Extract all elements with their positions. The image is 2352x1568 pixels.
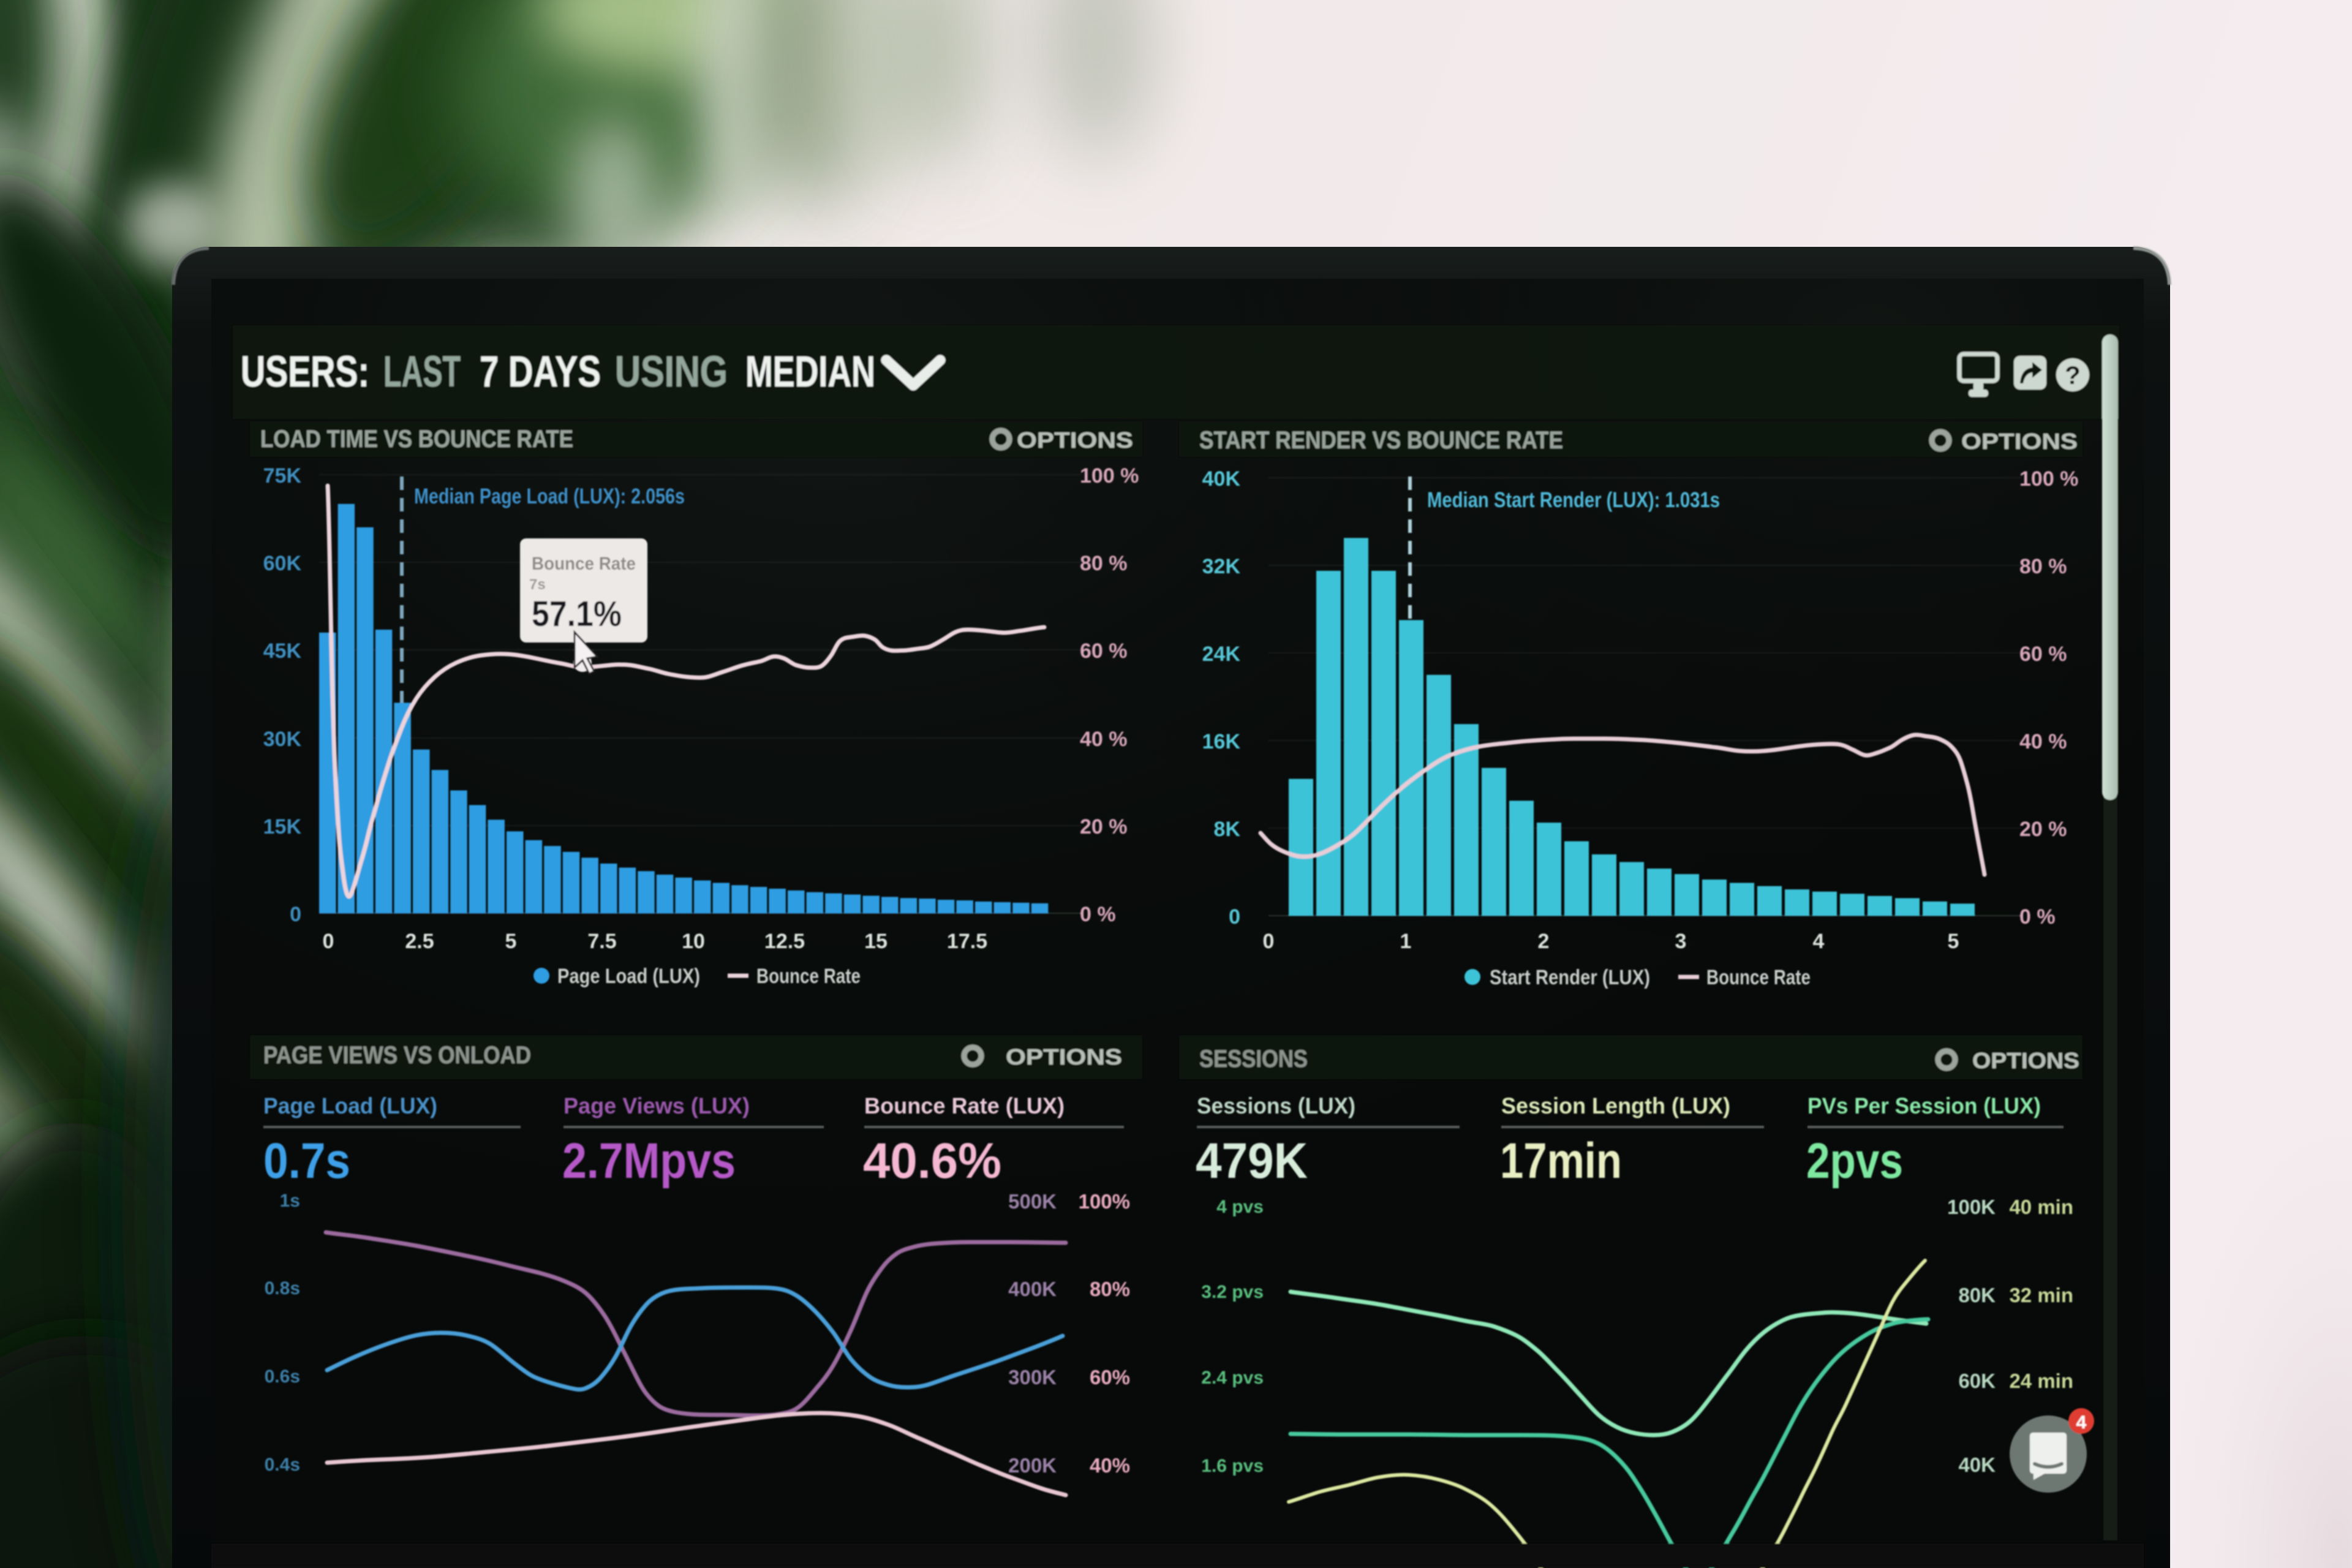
svg-text:60K: 60K [1958, 1370, 1996, 1392]
svg-text:60K: 60K [263, 552, 302, 575]
svg-text:400K: 400K [1008, 1278, 1057, 1300]
svg-text:?: ? [2065, 361, 2081, 390]
svg-text:0 %: 0 % [1080, 903, 1116, 926]
svg-text:2.5: 2.5 [405, 930, 434, 953]
svg-text:40 min: 40 min [2009, 1196, 2073, 1218]
svg-text:Bounce Rate (LUX): Bounce Rate (LUX) [864, 1093, 1065, 1118]
svg-text:0.6s: 0.6s [265, 1366, 300, 1387]
svg-text:PAGE VIEWS VS ONLOAD: PAGE VIEWS VS ONLOAD [263, 1042, 531, 1069]
svg-text:45K: 45K [263, 639, 302, 663]
svg-text:15: 15 [864, 930, 888, 953]
svg-text:2pvs: 2pvs [1806, 1133, 1903, 1189]
svg-text:Page Load (LUX): Page Load (LUX) [263, 1093, 437, 1118]
svg-text:4: 4 [1813, 930, 1825, 953]
svg-text:Start Render (LUX): Start Render (LUX) [1490, 966, 1650, 989]
svg-text:START RENDER VS BOUNCE RATE: START RENDER VS BOUNCE RATE [1199, 427, 1563, 454]
svg-text:17min: 17min [1500, 1133, 1622, 1189]
svg-text:80 %: 80 % [1080, 552, 1128, 575]
svg-text:40K: 40K [1958, 1453, 1996, 1476]
svg-text:SESSIONS: SESSIONS [1199, 1046, 1308, 1072]
svg-text:OPTIONS: OPTIONS [1961, 429, 2078, 454]
svg-text:0: 0 [1263, 930, 1275, 953]
svg-text:LOAD TIME VS BOUNCE RATE: LOAD TIME VS BOUNCE RATE [260, 426, 573, 453]
svg-text:1.6 pvs: 1.6 pvs [1201, 1456, 1264, 1476]
svg-text:Median Page Load (LUX): 2.056s: Median Page Load (LUX): 2.056s [414, 484, 685, 508]
svg-text:17.5: 17.5 [947, 930, 987, 953]
svg-text:0: 0 [1229, 905, 1240, 929]
svg-text:OPTIONS: OPTIONS [1972, 1048, 2079, 1073]
svg-text:8K: 8K [1214, 818, 1241, 841]
svg-text:Bounce Rate: Bounce Rate [1706, 966, 1811, 989]
svg-text:Page Load (LUX): Page Load (LUX) [557, 965, 700, 988]
svg-text:80%: 80% [1090, 1278, 1130, 1300]
svg-text:60%: 60% [1090, 1366, 1130, 1389]
svg-text:100%: 100% [1079, 1190, 1130, 1213]
svg-text:0: 0 [290, 903, 301, 926]
svg-text:10: 10 [682, 930, 705, 953]
svg-text:1: 1 [1400, 930, 1412, 953]
svg-text:32 min: 32 min [2009, 1284, 2073, 1306]
svg-text:80K: 80K [1958, 1284, 1996, 1306]
svg-text:3.2 pvs: 3.2 pvs [1201, 1282, 1264, 1302]
svg-text:24 min: 24 min [2009, 1370, 2073, 1392]
svg-text:2.7Mpvs: 2.7Mpvs [562, 1133, 736, 1189]
svg-text:40 %: 40 % [2019, 730, 2067, 753]
svg-text:0: 0 [323, 930, 334, 953]
svg-text:24K: 24K [1202, 643, 1241, 666]
svg-text:75K: 75K [263, 464, 302, 488]
svg-text:Page Views (LUX): Page Views (LUX) [564, 1093, 750, 1118]
svg-text:USING: USING [615, 348, 728, 396]
svg-text:100K: 100K [1947, 1196, 1996, 1218]
svg-text:USERS:: USERS: [241, 348, 369, 396]
svg-text:60 %: 60 % [1080, 639, 1128, 663]
svg-text:20 %: 20 % [2019, 818, 2067, 841]
svg-text:4 pvs: 4 pvs [1216, 1197, 1264, 1217]
svg-text:Sessions (LUX): Sessions (LUX) [1197, 1093, 1355, 1118]
svg-text:0.8s: 0.8s [265, 1278, 300, 1298]
svg-text:0 %: 0 % [2019, 905, 2056, 929]
svg-text:0.4s: 0.4s [265, 1455, 300, 1475]
svg-text:Bounce Rate: Bounce Rate [756, 965, 861, 988]
svg-text:OPTIONS: OPTIONS [1006, 1044, 1122, 1069]
svg-text:40K: 40K [1202, 467, 1241, 491]
svg-text:32K: 32K [1202, 555, 1241, 578]
svg-text:100 %: 100 % [1080, 464, 1139, 488]
svg-text:80 %: 80 % [2019, 555, 2067, 578]
svg-text:20 %: 20 % [1080, 815, 1128, 839]
svg-text:2.4 pvs: 2.4 pvs [1201, 1368, 1264, 1388]
svg-text:Median Start Render (LUX): 1.0: Median Start Render (LUX): 1.031s [1427, 488, 1720, 512]
svg-text:300K: 300K [1008, 1366, 1057, 1389]
svg-text:5: 5 [1948, 930, 1959, 953]
svg-text:1s: 1s [280, 1191, 300, 1211]
svg-text:0.7s: 0.7s [263, 1133, 350, 1189]
svg-text:Bounce Rate: Bounce Rate [532, 554, 636, 574]
svg-text:500K: 500K [1008, 1190, 1057, 1213]
svg-text:100 %: 100 % [2019, 467, 2078, 491]
svg-text:4: 4 [2076, 1412, 2087, 1433]
svg-text:MEDIAN: MEDIAN [745, 348, 875, 396]
svg-text:LAST: LAST [383, 348, 461, 396]
svg-text:40.6%: 40.6% [863, 1133, 1001, 1189]
svg-text:Session Length (LUX): Session Length (LUX) [1501, 1093, 1730, 1118]
svg-text:16K: 16K [1202, 730, 1241, 753]
svg-text:7.5: 7.5 [587, 930, 616, 953]
svg-text:57.1%: 57.1% [532, 594, 622, 634]
svg-text:200K: 200K [1008, 1454, 1057, 1477]
svg-text:7s: 7s [529, 576, 546, 593]
svg-text:15K: 15K [263, 815, 302, 839]
svg-text:479K: 479K [1196, 1133, 1308, 1189]
svg-text:40%: 40% [1090, 1454, 1130, 1477]
svg-text:40 %: 40 % [1080, 728, 1128, 751]
svg-text:PVs Per Session (LUX): PVs Per Session (LUX) [1807, 1093, 2041, 1118]
svg-text:7 DAYS: 7 DAYS [480, 348, 601, 396]
svg-text:2: 2 [1538, 930, 1550, 953]
svg-text:3: 3 [1675, 930, 1687, 953]
svg-text:30K: 30K [263, 728, 302, 751]
svg-text:12.5: 12.5 [764, 930, 805, 953]
svg-text:OPTIONS: OPTIONS [1017, 428, 1133, 453]
svg-text:5: 5 [505, 930, 517, 953]
svg-text:60 %: 60 % [2019, 643, 2067, 666]
